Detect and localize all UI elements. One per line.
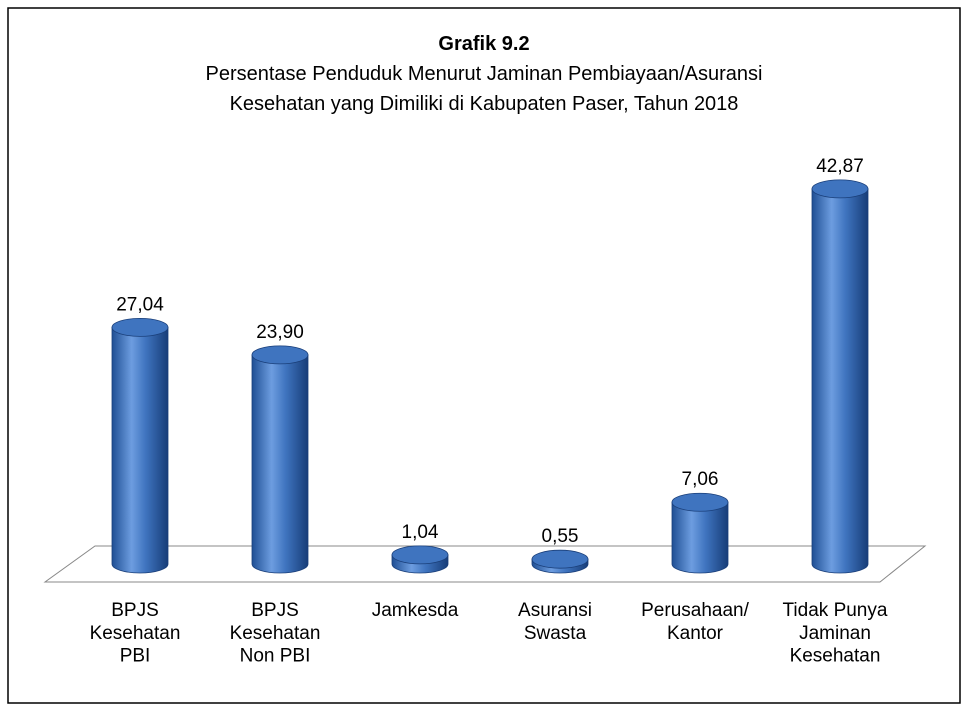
bar-top: [531, 549, 589, 569]
x-tick-label: BPJS Kesehatan PBI: [90, 600, 181, 667]
bar: [111, 317, 169, 574]
bar-top: [391, 545, 449, 565]
x-tick-label: Tidak Punya Jaminan Kesehatan: [783, 600, 888, 667]
chart-subtitle: Kesehatan yang Dimiliki di Kabupaten Pas…: [230, 93, 739, 115]
bar: [811, 179, 869, 574]
bar: [251, 345, 309, 574]
x-tick-label: BPJS Kesehatan Non PBI: [230, 600, 321, 667]
x-tick-label: Asuransi Swasta: [518, 600, 592, 644]
data-label: 7,06: [682, 469, 719, 490]
bar: [671, 492, 729, 574]
bar-body: [811, 188, 869, 574]
bar-body: [671, 501, 729, 574]
floor: [43, 545, 927, 583]
x-tick-label: Jamkesda: [372, 600, 459, 621]
chart-subtitle: Persentase Penduduk Menurut Jaminan Pemb…: [206, 63, 763, 85]
data-label: 27,04: [116, 294, 164, 315]
bar-body: [111, 327, 169, 574]
data-label: 23,90: [256, 322, 304, 343]
bar: [391, 545, 449, 574]
bar-top: [811, 179, 869, 199]
bar-top: [671, 492, 729, 512]
data-label: 1,04: [402, 522, 439, 543]
bar-body: [251, 354, 309, 574]
data-label: 42,87: [816, 156, 864, 177]
x-tick-label: Perusahaan/Kantor: [641, 600, 749, 644]
data-label: 0,55: [542, 526, 579, 547]
bar: [531, 549, 589, 574]
chart-title: Grafik 9.2: [438, 33, 529, 55]
bar-top: [111, 317, 169, 337]
bar-top: [251, 345, 309, 365]
